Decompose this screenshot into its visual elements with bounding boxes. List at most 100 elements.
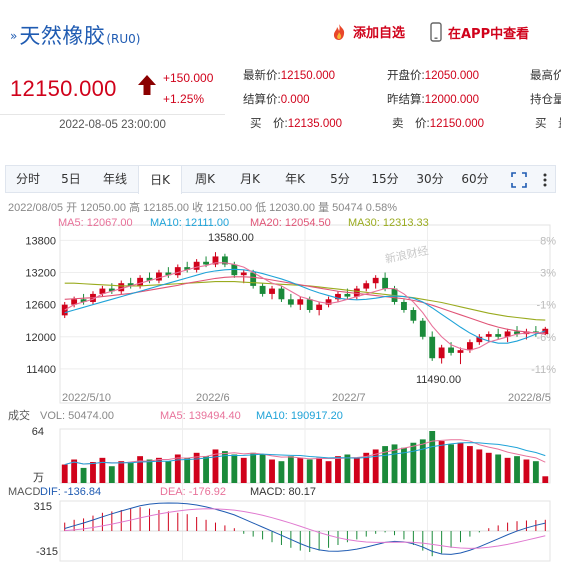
volume-bar bbox=[466, 446, 473, 483]
title-block: » 天然橡胶 (RU0) bbox=[10, 20, 140, 50]
tab-yearly-k[interactable]: 年K bbox=[285, 172, 305, 186]
legend-ma20: MA20: 12054.50 bbox=[250, 217, 331, 229]
volume-bar bbox=[514, 456, 520, 483]
volume-bar bbox=[297, 457, 304, 483]
volume-bars bbox=[61, 431, 549, 483]
more-options-icon[interactable] bbox=[542, 172, 548, 188]
tab-5day[interactable]: 5日 bbox=[61, 172, 81, 186]
dif-line bbox=[64, 502, 546, 555]
candle-body bbox=[419, 320, 426, 337]
ma10-line bbox=[64, 268, 546, 344]
volume-bar bbox=[457, 442, 464, 483]
tab-weekly-k[interactable]: 周K bbox=[195, 172, 215, 186]
tab-30min[interactable]: 30分 bbox=[416, 172, 444, 186]
candle-body bbox=[203, 261, 209, 265]
volume-ma10: MA10: 190917.20 bbox=[256, 410, 343, 422]
volume-bar bbox=[532, 461, 539, 483]
pct-tick: -1% bbox=[536, 300, 556, 312]
candle-body bbox=[485, 334, 492, 337]
volume-bar bbox=[108, 466, 115, 483]
candle-body bbox=[80, 299, 87, 302]
candle-body bbox=[542, 328, 549, 335]
field-open-interest: 持仓量 bbox=[530, 94, 561, 106]
date-tick: 2022/7 bbox=[332, 392, 366, 404]
macd-bottom: -315 bbox=[36, 546, 58, 558]
volume-value: VOL: 50474.00 bbox=[40, 410, 114, 422]
volume-bar bbox=[269, 459, 275, 483]
volume-bar bbox=[240, 457, 247, 483]
candle-body bbox=[316, 304, 323, 310]
candle-body bbox=[212, 256, 219, 265]
pct-tick: -11% bbox=[531, 364, 556, 376]
pct-tick: 8% bbox=[540, 235, 556, 247]
candle-body bbox=[259, 285, 266, 294]
volume-bar bbox=[429, 431, 436, 483]
candle-body bbox=[410, 310, 417, 321]
fullscreen-icon[interactable] bbox=[511, 172, 527, 188]
volume-bar bbox=[221, 451, 228, 483]
candle-body bbox=[382, 277, 389, 289]
page-title: 天然橡胶 bbox=[19, 24, 106, 48]
macd-value: MACD: 80.17 bbox=[250, 486, 316, 498]
add-favorite-button[interactable]: 添加自选 bbox=[330, 22, 405, 41]
candle-body bbox=[344, 293, 351, 297]
tab-monthly-k[interactable]: 月K bbox=[240, 172, 260, 186]
watermark: 新浪财经 bbox=[384, 243, 430, 266]
candle-body bbox=[429, 336, 436, 359]
candle-body bbox=[504, 331, 511, 337]
candle-body bbox=[221, 256, 228, 265]
field-high: 最高价 bbox=[530, 70, 561, 82]
up-arrow-icon bbox=[138, 75, 156, 95]
volume-bar bbox=[419, 439, 426, 483]
volume-bar bbox=[363, 452, 370, 483]
volume-bar bbox=[344, 454, 351, 483]
price-tick: 12000 bbox=[25, 332, 56, 344]
candle-body bbox=[438, 347, 445, 359]
ma20-line bbox=[64, 276, 546, 335]
ma5-line bbox=[64, 262, 546, 351]
macd-label: MACD bbox=[8, 486, 40, 498]
add-favorite-label: 添加自选 bbox=[353, 26, 406, 41]
tab-year-line[interactable]: 年线 bbox=[102, 172, 127, 186]
tab-intraday[interactable]: 分时 bbox=[15, 172, 40, 186]
candle-body bbox=[353, 288, 360, 297]
candle-body bbox=[448, 347, 454, 353]
candle-body bbox=[287, 299, 294, 305]
date-axis: 2022/5/10 2022/6 2022/7 2022/8/5 bbox=[62, 392, 551, 404]
tab-daily-k[interactable]: 日K bbox=[138, 166, 182, 194]
candle-body bbox=[146, 277, 153, 281]
pct-tick: -6% bbox=[536, 332, 556, 344]
volume-max: 64 bbox=[32, 426, 44, 438]
candle-body bbox=[269, 288, 275, 294]
quote-timestamp: 2022-08-05 23:00:00 bbox=[0, 114, 225, 131]
double-chevron-icon: » bbox=[10, 29, 18, 43]
legend-ma5: MA5: 12067.00 bbox=[58, 217, 133, 229]
last-price: 12150.000 bbox=[10, 76, 117, 101]
volume-bar bbox=[231, 454, 238, 483]
macd-dif: DIF: -136.84 bbox=[40, 486, 101, 498]
volume-bar bbox=[203, 456, 209, 483]
pct-axis: 8% 3% -1% -6% -11% bbox=[531, 235, 556, 376]
candle-body bbox=[99, 288, 106, 294]
candle-body bbox=[278, 288, 285, 300]
candle-body bbox=[457, 350, 464, 353]
max-price-label: 13580.00 bbox=[208, 232, 254, 244]
volume-bar bbox=[61, 464, 68, 483]
tab-60min[interactable]: 60分 bbox=[461, 172, 489, 186]
view-in-app-label: 在APP中查看 bbox=[448, 26, 530, 42]
tab-5min[interactable]: 5分 bbox=[330, 172, 350, 186]
date-tick: 2022/6 bbox=[196, 392, 230, 404]
field-open: 开盘价:12050.000 bbox=[387, 70, 480, 82]
volume-bar bbox=[523, 459, 530, 483]
kline-chart[interactable]: 2022/08/05 开 12050.00 高 12185.00 收 12150… bbox=[0, 195, 561, 565]
volume-bar bbox=[382, 446, 389, 483]
candle-body bbox=[174, 267, 181, 276]
candle-body bbox=[165, 272, 172, 276]
volume-bar bbox=[193, 452, 200, 483]
volume-bar bbox=[335, 456, 341, 483]
candle-body bbox=[71, 299, 78, 305]
volume-bar bbox=[184, 457, 191, 483]
volume-bar bbox=[146, 459, 153, 483]
tab-15min[interactable]: 15分 bbox=[371, 172, 399, 186]
view-in-app-button[interactable]: 在APP中查看 bbox=[430, 22, 529, 42]
